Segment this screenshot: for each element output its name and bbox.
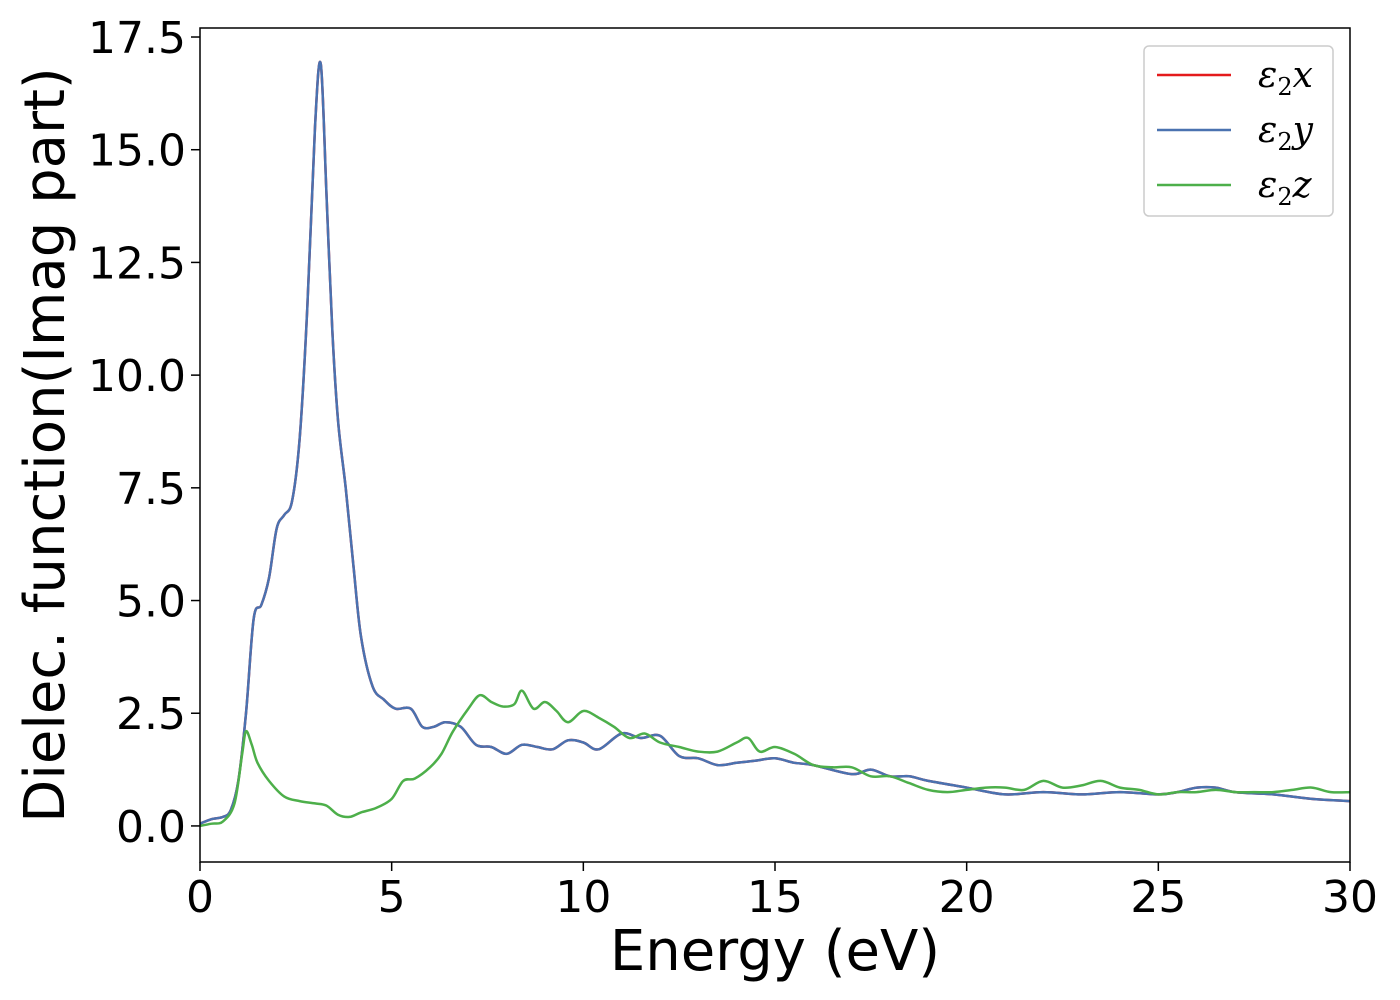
y-tick-label: 12.5 [88,238,186,289]
y-tick-label: 10.0 [88,351,186,402]
series-layer [200,60,1350,828]
x-tick-label: 15 [747,872,803,923]
y-tick-label: 2.5 [116,689,186,740]
series-line-y [200,60,1350,825]
x-tick-label: 0 [186,872,214,923]
x-axis-label: Energy (eV) [610,919,940,984]
legend: ε2x ε2y ε2z [1143,45,1334,217]
legend-label-x: ε2x [1258,55,1313,101]
y-tick-label: 7.5 [116,464,186,515]
y-tick-label: 5.0 [116,577,186,628]
x-tick-label: 30 [1322,872,1378,923]
y-tick-label: 0.0 [116,802,186,853]
y-axis-label: Dielec. function(Imag part) [13,67,78,823]
x-tick-label: 25 [1130,872,1186,923]
legend-label-y: ε2y [1258,110,1314,156]
y-tick-label: 17.5 [88,13,186,64]
x-tick-label: 10 [555,872,611,923]
legend-label-z: ε2z [1258,165,1313,211]
x-tick-label: 20 [939,872,995,923]
legend-box [1143,45,1334,217]
y-axis: 0.0 2.5 5.0 7.5 10.0 12.5 15.0 17.5 [88,13,200,853]
x-axis: 0 5 10 15 20 25 30 [186,862,1378,923]
x-tick-label: 5 [378,872,406,923]
y-tick-label: 15.0 [88,126,186,177]
series-line-z [200,689,1350,828]
